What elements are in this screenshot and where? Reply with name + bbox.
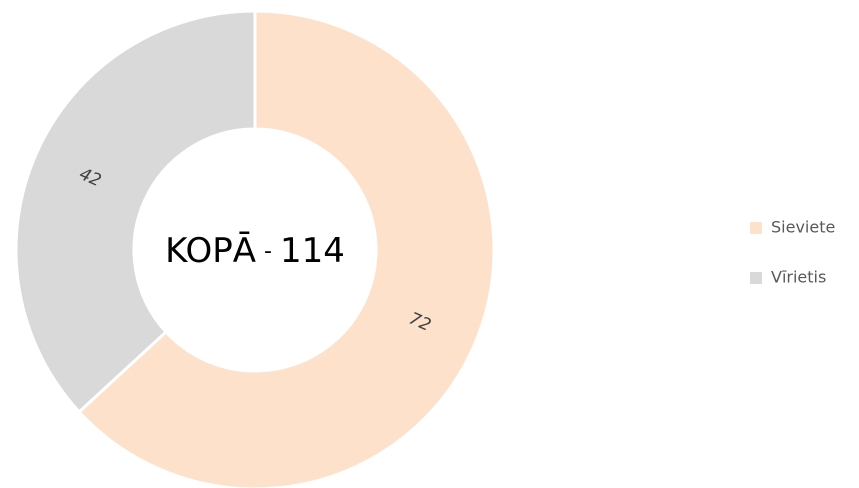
donut-slice: [77, 9, 496, 488]
legend-swatch: [750, 272, 762, 284]
center-label: KOPĀ -114: [165, 231, 345, 271]
center-title: KOPĀ: [165, 231, 256, 271]
legend-label: Vīrietis: [771, 268, 826, 287]
center-total: 114: [280, 231, 345, 271]
center-separator: -: [264, 239, 272, 264]
donut-slice: [14, 9, 257, 414]
legend-swatch: [750, 222, 762, 234]
legend-label: Sieviete: [771, 218, 835, 237]
